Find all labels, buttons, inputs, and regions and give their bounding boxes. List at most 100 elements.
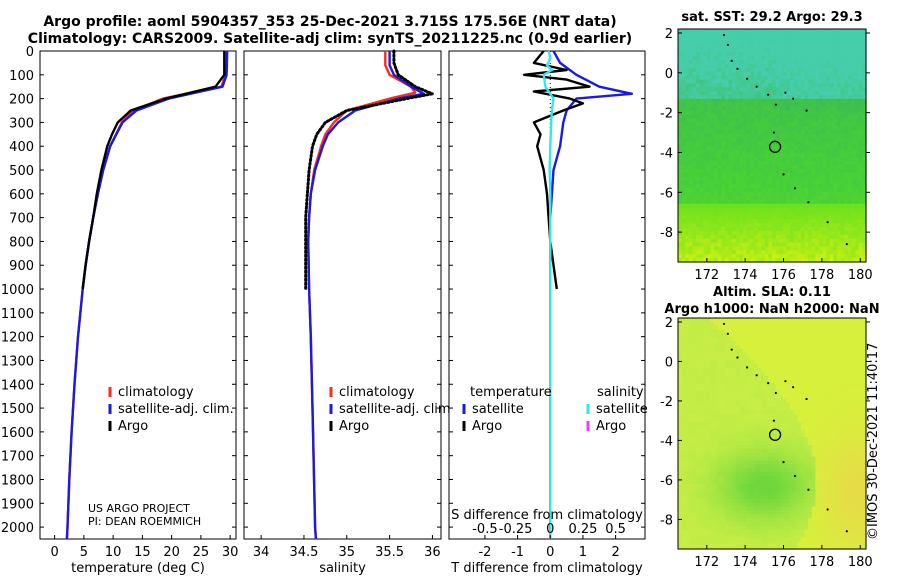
temperature-ytick-label: 1700: [1, 450, 34, 465]
temperature-ytick-label: 1400: [1, 378, 34, 393]
sst-map-profile-marker: [768, 140, 782, 153]
salinity-xtick-label: 36: [424, 545, 441, 560]
difference-salinity-legend-label: satellite: [596, 402, 648, 417]
salinity-xtick-label: 34: [253, 545, 270, 560]
figure-title-line1: Argo profile: aoml 5904357_353 25-Dec-20…: [43, 14, 617, 30]
sla-map-track-point: [772, 419, 776, 422]
salinity-xlabel: salinity: [319, 561, 366, 576]
sst-map-xtick-label: 178: [809, 268, 834, 283]
sst-map-track-point: [755, 85, 758, 88]
sla-map-field: [678, 318, 867, 550]
difference-series-salinity-satellite: [542, 50, 555, 539]
sst-map-track-point: [767, 93, 770, 96]
temperature-ytick-label: 1800: [1, 473, 34, 488]
salinity-series-argo: [304, 49, 434, 291]
salinity-xtick-label: 35.5: [375, 545, 404, 560]
temperature-xtick-label: 15: [134, 545, 151, 560]
difference-panel-frame: [448, 50, 646, 540]
sla-map-xtick-label: 180: [848, 555, 873, 570]
sst-map-track-point: [845, 242, 848, 246]
sla-map-xtick-label: 178: [809, 555, 834, 570]
sla-map-track-point: [722, 322, 726, 326]
temperature-ytick-label: 900: [9, 259, 34, 274]
sst-map-ytick-label: -8: [660, 226, 673, 241]
sst-map-xtick-label: 172: [694, 268, 719, 283]
salinity-panel-frame: [243, 50, 442, 540]
sst-map-track-point: [726, 43, 729, 47]
salinity-xtick-label: 34.5: [289, 545, 318, 560]
temperature-xtick-label: 25: [193, 545, 210, 560]
salinity-xtick-label: 35: [339, 545, 356, 560]
difference-salinity-legend-label: Argo: [596, 419, 626, 434]
sst-map-track-point: [782, 173, 785, 176]
difference-xtick2-label: 0: [546, 522, 554, 537]
sla-map-track-point: [726, 332, 729, 335]
difference-xtick2-label: -0.5: [472, 522, 497, 537]
project-annotation: US ARGO PROJECT: [88, 502, 190, 515]
temperature-panel-frame: [39, 50, 237, 540]
sst-map-ytick-label: -4: [660, 146, 673, 161]
temperature-xtick-label: 20: [163, 545, 180, 560]
sla-map-ytick-label: 2: [665, 316, 673, 331]
sla-map-title-2: Argo h1000: NaN h2000: NaN: [664, 302, 879, 317]
temperature-ytick-label: 200: [9, 93, 34, 108]
sst-map-ytick-label: -6: [660, 186, 673, 201]
difference-xtick2-label: -0.25: [499, 522, 533, 537]
sla-map-ytick-label: -6: [660, 474, 673, 489]
difference-temperature-legend-label: satellite: [472, 402, 524, 417]
sla-map-track-point: [782, 461, 785, 464]
temperature-xtick-label: 30: [222, 545, 239, 560]
sst-map-xtick-label: 174: [733, 268, 758, 283]
difference-xtick2-label: 0.5: [605, 522, 626, 537]
difference-xtick-label: 0: [546, 545, 554, 560]
sla-map-track-point: [784, 380, 787, 383]
sla-map-track-point: [792, 386, 795, 389]
sst-map-track-point: [826, 221, 829, 224]
sla-map-xtick-label: 176: [771, 555, 796, 570]
salinity-legend-label: satellite-adj. clim.: [339, 402, 455, 417]
difference-xlabel2: S difference from climatology: [451, 508, 643, 523]
temperature-xtick-label: 0: [50, 545, 58, 560]
temperature-legend-label: Argo: [118, 419, 148, 434]
sla-map-track-point: [736, 356, 739, 359]
difference-xtick-label: 2: [611, 545, 619, 560]
sla-map-track-point: [807, 488, 810, 491]
difference-legend-temperature-title: temperature: [470, 385, 552, 400]
sst-map-track-point: [793, 187, 797, 190]
sst-map-xtick-label: 176: [771, 268, 796, 283]
sla-map-track-point: [845, 530, 848, 533]
sla-map-track-point: [730, 348, 733, 351]
copyright-label: ©IMOS 30-Dec-2021 11:40:17: [866, 342, 881, 540]
temperature-ytick-label: 400: [9, 140, 34, 155]
salinity-legend-label: climatology: [339, 385, 415, 400]
sla-map-track-point: [805, 397, 808, 401]
sla-map-track-point: [767, 382, 770, 385]
temperature-ytick-label: 1300: [1, 354, 34, 369]
sst-map-field: [678, 29, 867, 263]
figure-title-line2: Climatology: CARS2009. Satellite-adj cli…: [27, 31, 633, 47]
sla-map-ytick-label: -2: [660, 395, 673, 410]
temperature-ytick-label: 1900: [1, 497, 34, 512]
difference-xtick-label: -2: [478, 545, 491, 560]
temperature-xtick-label: 5: [80, 545, 88, 560]
sla-map-track-point: [774, 391, 777, 395]
sst-map-track-point: [792, 97, 795, 100]
sst-map-track-point: [730, 59, 733, 62]
sst-map-track-point: [736, 67, 739, 70]
sla-map-track-point: [793, 474, 797, 478]
temperature-ytick-label: 1600: [1, 426, 34, 441]
pi-annotation: PI: DEAN ROEMMICH: [88, 515, 201, 528]
temperature-xlabel: temperature (deg C): [71, 561, 205, 576]
sla-map-track-point: [826, 508, 829, 511]
sla-map-profile-marker: [768, 428, 782, 441]
sla-map-ytick-label: -4: [660, 434, 673, 449]
temperature-ytick-label: 0: [26, 45, 34, 60]
sst-map-track-point: [722, 33, 726, 37]
difference-xtick-label: 1: [579, 545, 587, 560]
temperature-ytick-label: 600: [9, 188, 34, 203]
sst-map-track-point: [772, 131, 776, 134]
temperature-ytick-label: 300: [9, 116, 34, 131]
sst-map-xtick-label: 180: [848, 268, 873, 283]
temperature-ytick-label: 100: [9, 69, 34, 84]
